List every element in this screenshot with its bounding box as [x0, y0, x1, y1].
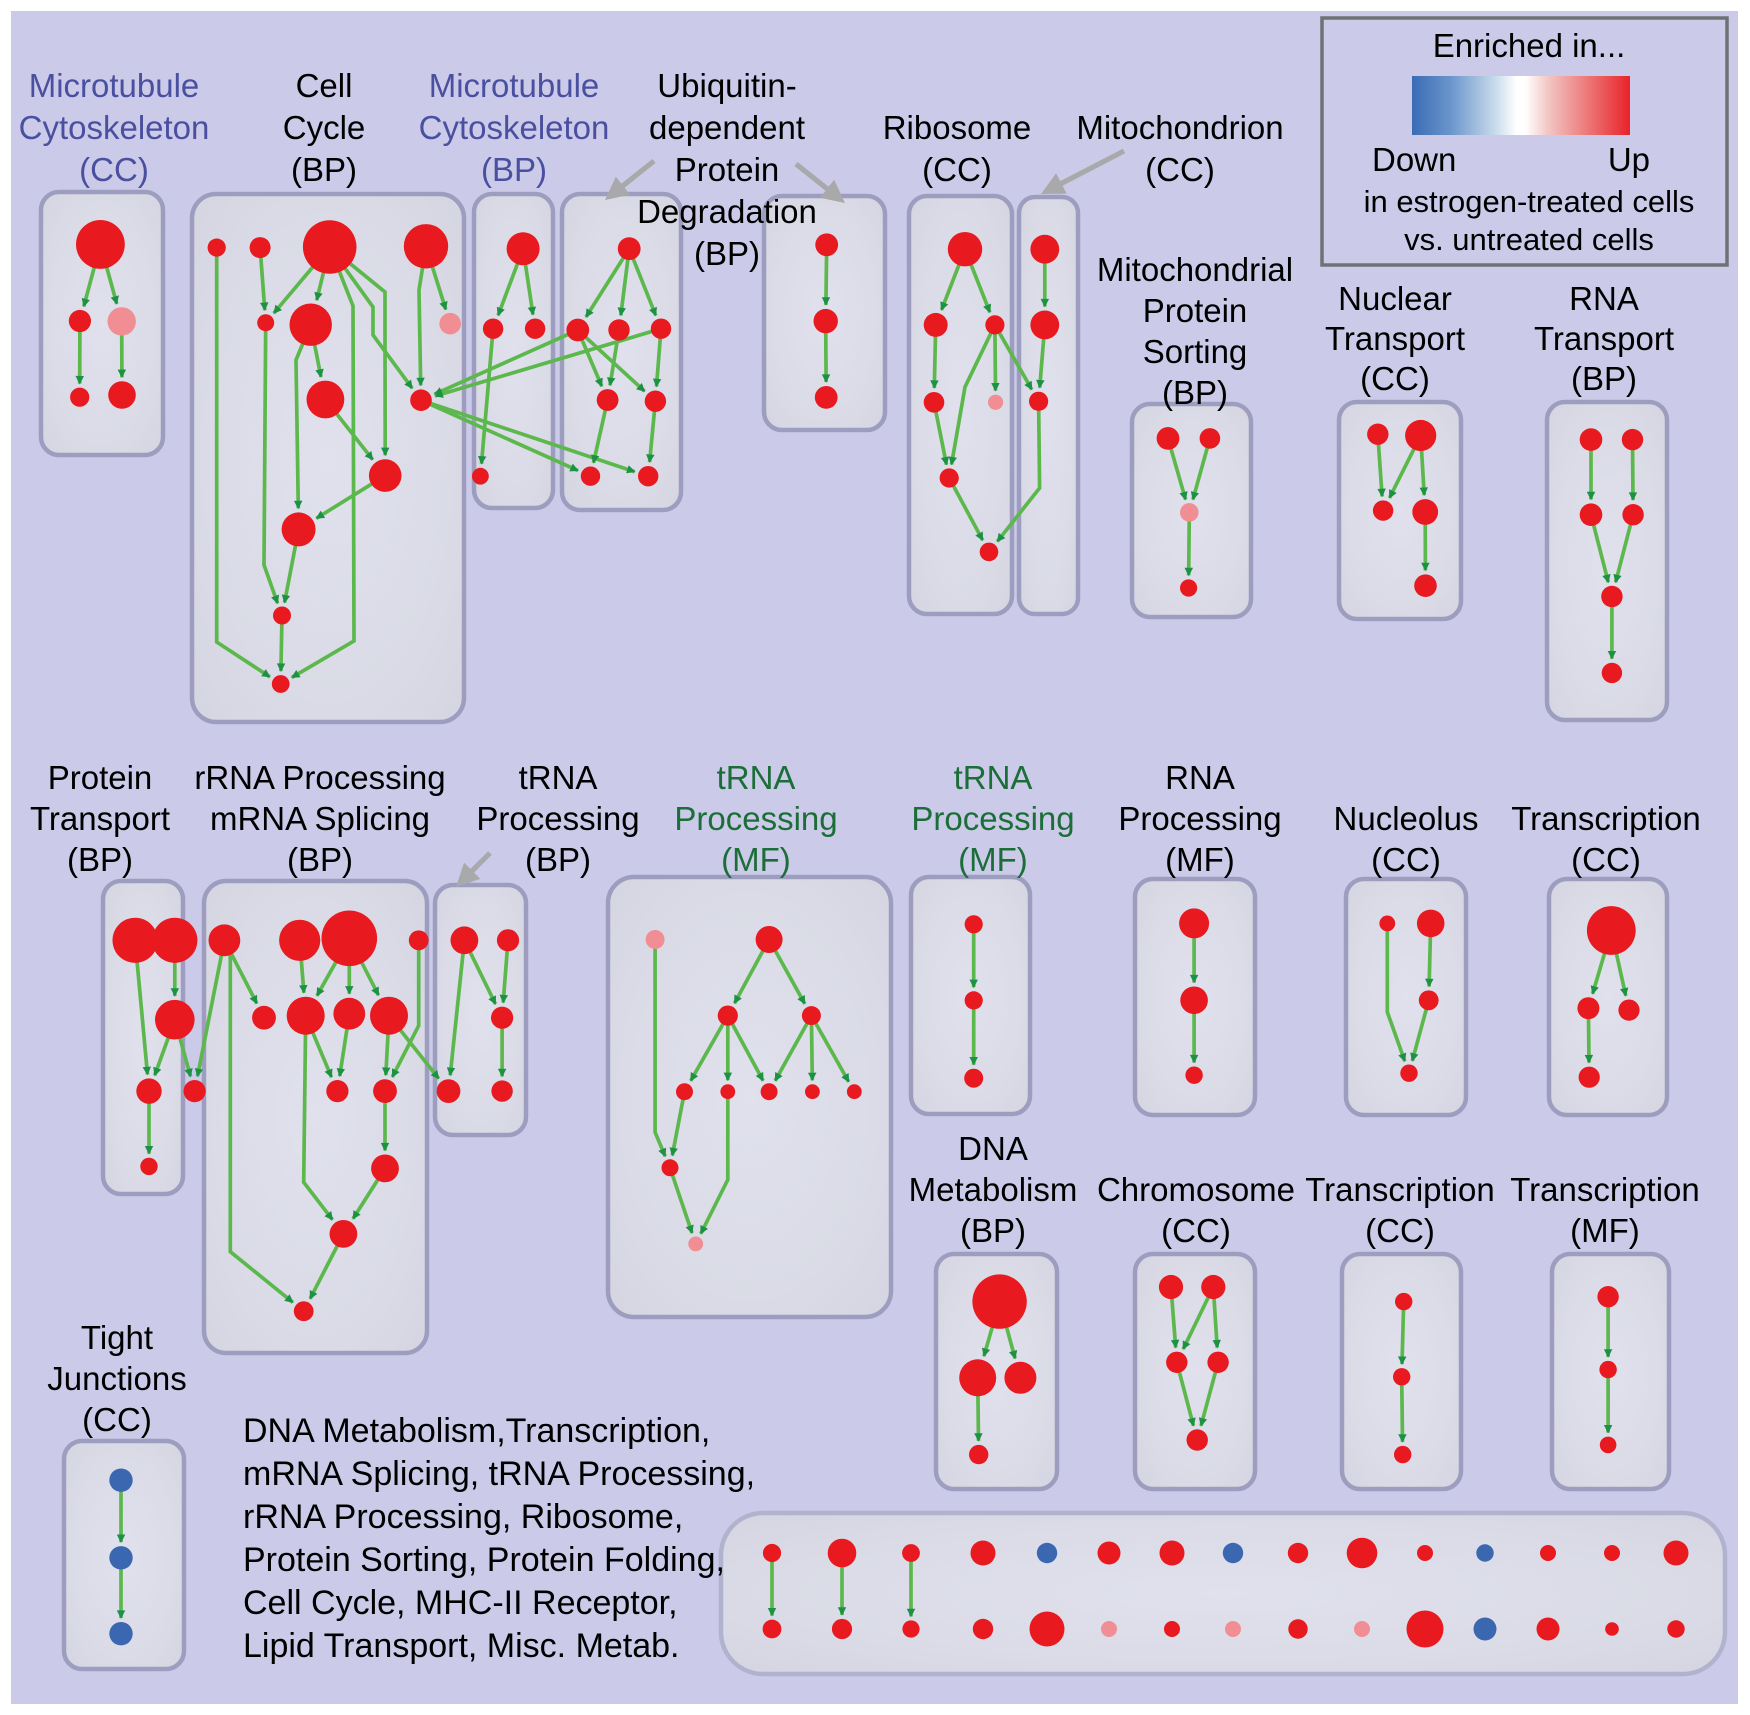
svg-text:(BP): (BP): [960, 1212, 1026, 1249]
svg-text:Ribosome: Ribosome: [883, 109, 1032, 146]
svg-text:tRNA: tRNA: [519, 759, 598, 796]
svg-text:Protein: Protein: [1143, 292, 1248, 329]
svg-text:Microtubule: Microtubule: [29, 67, 200, 104]
svg-text:Transcription: Transcription: [1305, 1171, 1495, 1208]
svg-text:Mitochondrial: Mitochondrial: [1097, 251, 1293, 288]
svg-text:Transport: Transport: [1325, 320, 1465, 357]
svg-text:tRNA: tRNA: [954, 759, 1033, 796]
svg-text:Metabolism: Metabolism: [909, 1171, 1078, 1208]
svg-text:rRNA Processing: rRNA Processing: [194, 759, 445, 796]
svg-text:tRNA: tRNA: [717, 759, 796, 796]
svg-text:rRNA Processing, Ribosome,: rRNA Processing, Ribosome,: [243, 1498, 683, 1536]
svg-text:Protein Sorting, Protein Foldi: Protein Sorting, Protein Folding,: [243, 1541, 725, 1579]
svg-text:(MF): (MF): [1165, 841, 1235, 878]
svg-text:Protein: Protein: [48, 759, 153, 796]
svg-text:(BP): (BP): [481, 151, 547, 188]
svg-text:(MF): (MF): [721, 841, 791, 878]
svg-text:vs. untreated cells: vs. untreated cells: [1404, 222, 1654, 257]
svg-text:Nuclear: Nuclear: [1338, 280, 1452, 317]
svg-text:RNA: RNA: [1569, 280, 1639, 317]
svg-text:Up: Up: [1608, 141, 1650, 178]
svg-text:RNA: RNA: [1165, 759, 1235, 796]
svg-text:dependent: dependent: [649, 109, 805, 146]
svg-text:Chromosome: Chromosome: [1097, 1171, 1295, 1208]
svg-text:Processing: Processing: [911, 800, 1074, 837]
svg-text:mRNA Splicing, tRNA Processing: mRNA Splicing, tRNA Processing,: [243, 1455, 755, 1493]
svg-text:Mitochondrion: Mitochondrion: [1076, 109, 1283, 146]
svg-text:(BP): (BP): [525, 841, 591, 878]
svg-text:Microtubule: Microtubule: [429, 67, 600, 104]
svg-text:(MF): (MF): [1570, 1212, 1640, 1249]
svg-text:(CC): (CC): [79, 151, 149, 188]
svg-text:(CC): (CC): [1365, 1212, 1435, 1249]
svg-text:Ubiquitin-: Ubiquitin-: [657, 67, 796, 104]
svg-text:Sorting: Sorting: [1143, 333, 1248, 370]
svg-text:Processing: Processing: [476, 800, 639, 837]
svg-text:Cytoskeleton: Cytoskeleton: [419, 109, 610, 146]
svg-text:(CC): (CC): [1571, 841, 1641, 878]
svg-text:Nucleolus: Nucleolus: [1334, 800, 1479, 837]
svg-text:Degradation: Degradation: [637, 193, 817, 230]
svg-text:mRNA Splicing: mRNA Splicing: [210, 800, 430, 837]
svg-text:(BP): (BP): [1162, 374, 1228, 411]
svg-text:Protein: Protein: [675, 151, 780, 188]
svg-text:(BP): (BP): [1571, 360, 1637, 397]
svg-text:in estrogen-treated cells: in estrogen-treated cells: [1364, 184, 1695, 219]
svg-text:(CC): (CC): [1371, 841, 1441, 878]
svg-text:(CC): (CC): [1145, 151, 1215, 188]
svg-text:(BP): (BP): [67, 841, 133, 878]
svg-text:Transport: Transport: [1534, 320, 1674, 357]
svg-text:(CC): (CC): [922, 151, 992, 188]
svg-text:DNA Metabolism,Transcription,: DNA Metabolism,Transcription,: [243, 1412, 710, 1450]
svg-text:Cytoskeleton: Cytoskeleton: [19, 109, 210, 146]
svg-text:Tight: Tight: [81, 1319, 153, 1356]
svg-text:DNA: DNA: [958, 1130, 1028, 1167]
svg-text:(BP): (BP): [287, 841, 353, 878]
svg-text:(BP): (BP): [694, 235, 760, 272]
svg-text:Down: Down: [1372, 141, 1456, 178]
svg-text:Processing: Processing: [674, 800, 837, 837]
svg-text:Cycle: Cycle: [283, 109, 366, 146]
svg-text:Transcription: Transcription: [1510, 1171, 1700, 1208]
svg-text:(CC): (CC): [82, 1401, 152, 1438]
svg-text:Enriched in...: Enriched in...: [1433, 27, 1626, 64]
svg-text:(CC): (CC): [1161, 1212, 1231, 1249]
svg-text:Cell: Cell: [296, 67, 353, 104]
svg-text:Transport: Transport: [30, 800, 170, 837]
svg-text:Junctions: Junctions: [47, 1360, 186, 1397]
svg-text:Processing: Processing: [1118, 800, 1281, 837]
svg-text:(BP): (BP): [291, 151, 357, 188]
svg-text:(CC): (CC): [1360, 360, 1430, 397]
svg-text:Lipid Transport, Misc. Metab.: Lipid Transport, Misc. Metab.: [243, 1627, 680, 1665]
svg-text:Cell Cycle, MHC-II Receptor,: Cell Cycle, MHC-II Receptor,: [243, 1584, 678, 1622]
svg-text:Transcription: Transcription: [1511, 800, 1701, 837]
svg-text:(MF): (MF): [958, 841, 1028, 878]
